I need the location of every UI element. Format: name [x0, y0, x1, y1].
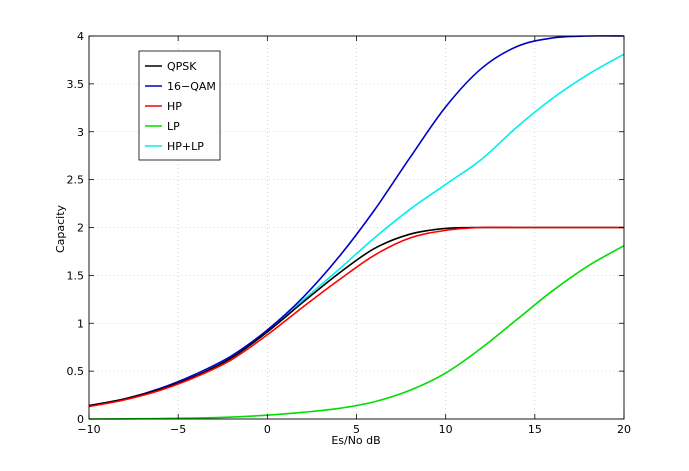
x-tick-label: 15	[528, 423, 542, 436]
y-tick-label: 1.5	[67, 269, 85, 282]
x-tick-label: −10	[77, 423, 100, 436]
x-tick-label: 5	[353, 423, 360, 436]
legend-label: HP	[167, 100, 182, 113]
y-tick-label: 4	[77, 30, 84, 43]
axis-ticks: −10 −5 0 5 10 15 20 0 0.5 1 1.5 2 2.5 3 3.5 4	[67, 30, 632, 436]
y-tick-label: 2	[77, 222, 84, 235]
x-tick-label: 20	[617, 423, 631, 436]
series-lines	[88, 35, 625, 420]
y-axis-label: Capacity	[54, 204, 67, 253]
x-tick-label: −5	[170, 423, 186, 436]
x-tick-label: 0	[264, 423, 271, 436]
y-tick-label: 3.5	[67, 78, 85, 91]
x-axis-label: Es/No dB	[331, 434, 380, 447]
series-line-hp	[88, 226, 624, 408]
y-tick-label: 3	[77, 126, 84, 139]
y-tick-label: 2.5	[67, 174, 85, 187]
y-tick-label: 0	[77, 413, 84, 426]
y-tick-label: 1	[77, 317, 84, 330]
legend-label: HP+LP	[167, 140, 204, 153]
legend-label: LP	[167, 120, 180, 133]
x-tick-label: 10	[439, 423, 453, 436]
legend-label: QPSK	[167, 60, 197, 73]
legend: QPSK 16−QAM HP LP HP+LP	[138, 50, 221, 161]
y-tick-label: 0.5	[67, 365, 85, 378]
legend-label: 16−QAM	[167, 80, 216, 93]
